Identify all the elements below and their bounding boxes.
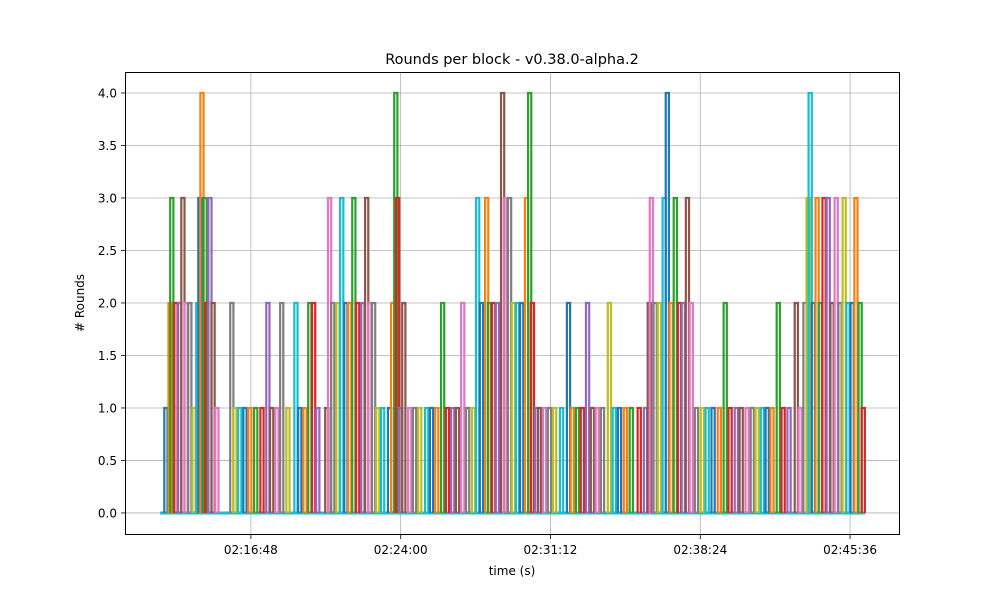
rounds-spike (279, 301, 285, 513)
rounds-spike (253, 406, 259, 513)
rounds-spike (464, 406, 471, 513)
rounds-spike (589, 406, 596, 513)
rounds-spike (285, 406, 291, 513)
rounds-spike (636, 406, 642, 513)
rounds-spike (214, 406, 220, 513)
rounds-spike (541, 406, 548, 513)
rounds-spike (518, 301, 525, 513)
rounds-spike (628, 406, 634, 513)
rounds-spike (434, 406, 440, 513)
rounds-spike (579, 406, 586, 513)
rounds-spike (759, 406, 766, 513)
rounds-spike (375, 406, 381, 513)
rounds-spike (599, 406, 606, 513)
rounds-spike (616, 406, 623, 513)
series-marks (160, 91, 866, 515)
x-axis: 02:16:48 02:24:00 02:31:12 02:38:24 02:45:36 (224, 535, 877, 557)
rounds-spike (710, 406, 716, 513)
rounds-spike (733, 406, 740, 513)
rounds-spike (494, 301, 501, 513)
rounds-spike (449, 406, 456, 513)
rounds-spike (584, 301, 591, 513)
rounds-spike (769, 406, 775, 513)
y-axis-label: # Rounds (73, 274, 87, 332)
rounds-spike (423, 406, 430, 513)
rounds-spike (722, 301, 728, 513)
rounds-spike (558, 406, 565, 513)
rounds-spike (259, 406, 265, 513)
rounds-spike (460, 301, 466, 513)
rounds-spike (704, 406, 710, 513)
rounds-spike (297, 406, 303, 513)
rounds-spike (754, 406, 760, 513)
rounds-spike (738, 406, 744, 513)
x-tick-label: 02:45:36 (823, 543, 877, 557)
rounds-spike (379, 406, 386, 513)
rounds-spike (202, 196, 208, 513)
rounds-spike (574, 406, 581, 513)
x-axis-label: time (s) (489, 564, 536, 578)
rounds-spike (439, 301, 446, 513)
y-axis: 0.0 0.5 1.0 1.5 2.0 2.5 3.0 3.5 4.0 (98, 86, 125, 520)
rounds-spike (699, 406, 706, 513)
rounds-spike (394, 196, 401, 513)
rounds-spike (786, 406, 792, 513)
rounds-spike (247, 406, 253, 513)
rounds-spike (401, 301, 407, 513)
rounds-spike (546, 406, 553, 513)
rounds-spike (727, 406, 733, 513)
rounds-spike (569, 406, 576, 513)
rounds-spike (330, 301, 336, 513)
rounds-spike (744, 406, 750, 513)
rounds-spike (551, 406, 558, 513)
rounds-spike (656, 301, 663, 513)
plot-area-frame (125, 72, 900, 535)
rounds-spike (444, 406, 451, 513)
rounds-spike (775, 301, 781, 513)
rounds-spike (454, 406, 461, 513)
rounds-spike (716, 406, 723, 513)
rounds-spike (797, 406, 803, 513)
y-tick-label: 3.0 (98, 191, 117, 205)
y-tick-label: 1.5 (98, 349, 117, 363)
x-tick-label: 02:16:48 (224, 543, 278, 557)
y-tick-label: 2.5 (98, 244, 117, 258)
rounds-spike (606, 301, 613, 513)
rounds-spike (749, 406, 755, 513)
rounds-spike (237, 406, 243, 513)
rounds-spike (764, 406, 770, 513)
rounds-spike (417, 406, 423, 513)
rounds-spike (536, 406, 543, 513)
rounds-spike (688, 301, 694, 513)
y-tick-label: 3.5 (98, 139, 117, 153)
rounds-spike (274, 406, 280, 513)
rounds-spike (780, 406, 786, 513)
rounds-spike (611, 406, 617, 513)
rounds-spike (428, 406, 435, 513)
rounds-spike (622, 406, 629, 513)
y-tick-label: 0.5 (98, 454, 117, 468)
rounds-spike (411, 406, 418, 513)
rounds-spike (354, 301, 361, 513)
chart-title: Rounds per block - v0.38.0-alpha.2 (385, 52, 639, 68)
x-tick-label: 02:31:12 (524, 543, 578, 557)
y-tick-label: 4.0 (98, 86, 117, 100)
rounds-spike (693, 406, 700, 513)
y-tick-label: 0.0 (98, 506, 117, 520)
rounds-spike (406, 406, 413, 513)
x-tick-label: 02:38:24 (673, 543, 727, 557)
rounds-spike (302, 406, 308, 513)
rounds-spike (268, 406, 275, 513)
rounds-spike (315, 406, 321, 513)
x-tick-label: 02:24:00 (374, 543, 428, 557)
y-tick-label: 2.0 (98, 296, 117, 310)
rounds-spike (478, 301, 485, 513)
rounds-spike (594, 406, 600, 513)
rounds-spike (242, 406, 248, 513)
rounds-spike (393, 91, 399, 513)
rounds-spike (860, 406, 866, 513)
y-tick-label: 1.0 (98, 401, 117, 415)
rounds-spike (232, 406, 238, 513)
